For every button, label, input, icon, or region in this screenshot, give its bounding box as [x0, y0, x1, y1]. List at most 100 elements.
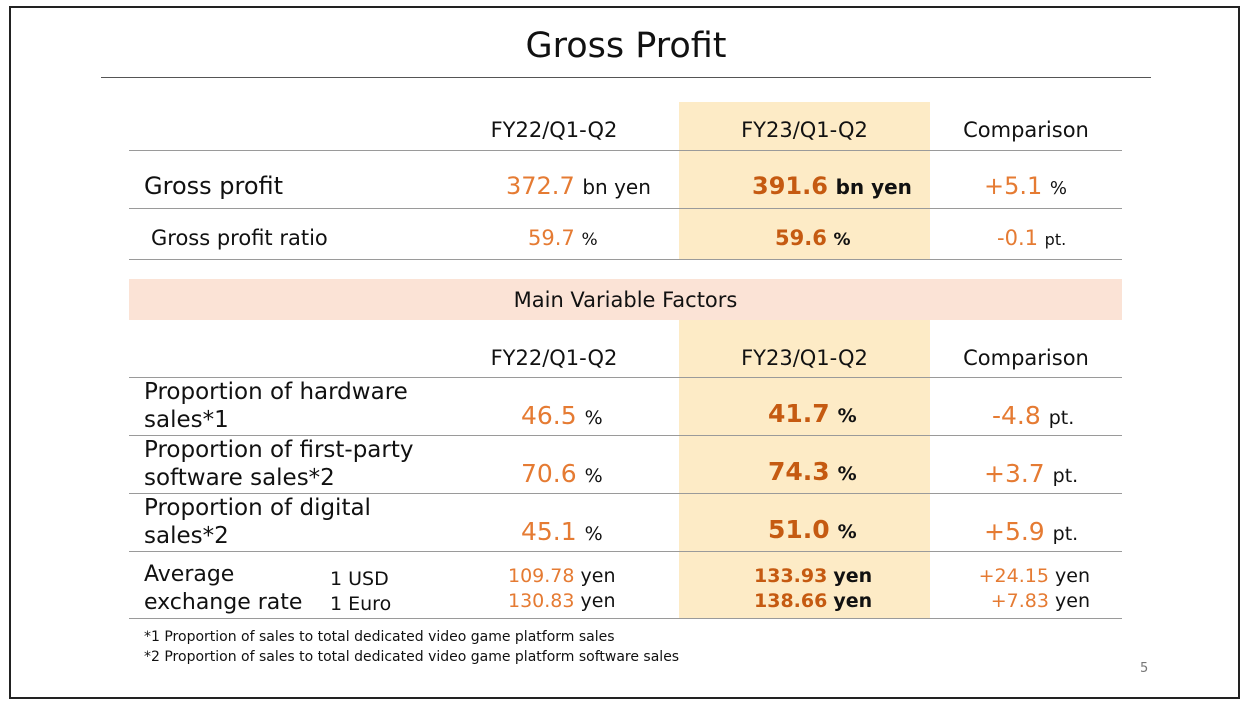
page-number: 5 [1140, 661, 1149, 676]
value-unit: % [837, 405, 857, 427]
row-divider [129, 493, 1122, 494]
fy22-value: 70.6 % [521, 459, 603, 488]
row-label-line1: Proportion of hardware [144, 379, 408, 405]
fy22-rates: 109.78 yen 130.83 yen [508, 564, 616, 614]
value-unit: pt. [1044, 230, 1067, 249]
value-unit: % [584, 465, 603, 487]
col-header-comparison: Comparison [963, 346, 1089, 370]
slide-title: Gross Profit [525, 26, 727, 66]
row-label: Gross profit ratio [151, 226, 328, 250]
fy22-value: 46.5 % [521, 401, 603, 430]
row-divider [129, 208, 1122, 209]
col-header-fy23: FY23/Q1-Q2 [741, 346, 868, 370]
row-label-line1: Average [144, 562, 235, 587]
row-label: Proportion of hardware sales*1 [144, 378, 408, 434]
value-unit: pt. [1052, 523, 1079, 545]
value-unit: % [837, 521, 857, 543]
value-number: 46.5 [521, 401, 577, 430]
currency-usd: 1 USD [330, 568, 389, 590]
value-unit: yen [1055, 565, 1090, 587]
value-number: +7.83 [990, 590, 1049, 612]
row-divider [129, 618, 1122, 619]
value-unit: pt. [1048, 407, 1075, 429]
col-header-comparison: Comparison [963, 118, 1089, 142]
value-unit: % [833, 230, 851, 250]
value-unit: % [1049, 178, 1068, 199]
value-number: +3.7 [984, 459, 1045, 488]
title-rule [101, 77, 1151, 78]
value-number: 51.0 [768, 515, 830, 544]
value-unit: yen [833, 590, 873, 612]
fy23-rates: 133.93 yen 138.66 yen [754, 564, 872, 614]
value-number: -0.1 [997, 226, 1038, 250]
value-number: 59.7 [528, 226, 575, 250]
rate-usd: 133.93 yen [754, 564, 872, 589]
row-label-line1: Proportion of digital [144, 495, 371, 521]
value-unit: yen [580, 590, 616, 612]
value-number: +5.9 [984, 517, 1045, 546]
fy23-value: 51.0 % [768, 515, 857, 544]
comparison-value: +5.1 % [984, 172, 1067, 200]
comparison-rates: +24.15 yen +7.83 yen [940, 564, 1090, 614]
slide-frame [9, 6, 1240, 699]
value-number: 74.3 [768, 457, 830, 486]
factors-band: Main Variable Factors [129, 279, 1122, 320]
fy23-highlight-top [679, 102, 930, 260]
comparison-value: -4.8 pt. [992, 401, 1074, 430]
fy23-value: 59.6 % [775, 226, 851, 250]
col-header-fy22: FY22/Q1-Q2 [490, 118, 618, 142]
value-number: 130.83 [508, 590, 575, 612]
value-unit: % [581, 230, 598, 250]
row-label: Proportion of digital sales*2 [144, 494, 371, 550]
currency-labels: 1 USD 1 Euro [330, 567, 391, 617]
comparison-value: -0.1 pt. [997, 226, 1066, 250]
value-number: 45.1 [521, 517, 577, 546]
value-unit: yen [580, 565, 616, 587]
row-divider [129, 435, 1122, 436]
col-header-fy23: FY23/Q1-Q2 [741, 118, 868, 142]
fy22-value: 372.7 bn yen [506, 172, 651, 200]
row-label: Average exchange rate [144, 561, 302, 617]
value-unit: % [584, 407, 603, 429]
fy23-value: 41.7 % [768, 399, 857, 428]
rate-usd: 109.78 yen [508, 564, 616, 589]
row-label: Proportion of first-party software sales*… [144, 436, 414, 492]
fy23-value: 391.6 bn yen [752, 172, 912, 200]
rate-euro: 130.83 yen [508, 589, 616, 614]
value-number: 138.66 [754, 590, 828, 612]
value-unit: % [584, 523, 603, 545]
rate-euro: +7.83 yen [940, 589, 1090, 614]
fy22-value: 59.7 % [528, 226, 598, 250]
value-number: 372.7 [506, 172, 575, 200]
value-number: 59.6 [775, 226, 827, 250]
row-divider [129, 150, 1122, 151]
row-divider [129, 551, 1122, 552]
value-number: 109.78 [508, 565, 575, 587]
row-label-line2: sales*1 [144, 407, 229, 433]
value-number: -4.8 [992, 401, 1041, 430]
footnote-2: *2 Proportion of sales to total dedicate… [144, 649, 680, 665]
fy22-value: 45.1 % [521, 517, 603, 546]
value-unit: % [837, 463, 857, 485]
rate-usd: +24.15 yen [940, 564, 1090, 589]
col-header-fy22: FY22/Q1-Q2 [490, 346, 618, 370]
comparison-value: +5.9 pt. [984, 517, 1078, 546]
value-number: +24.15 [978, 565, 1049, 587]
value-number: 133.93 [754, 565, 828, 587]
row-divider [129, 377, 1122, 378]
value-number: +5.1 [984, 172, 1043, 200]
value-number: 70.6 [521, 459, 577, 488]
value-unit: yen [1055, 590, 1090, 612]
row-divider [129, 259, 1122, 260]
fy23-value: 74.3 % [768, 457, 857, 486]
footnote-1: *1 Proportion of sales to total dedicate… [144, 629, 615, 645]
comparison-value: +3.7 pt. [984, 459, 1078, 488]
value-unit: yen [833, 565, 873, 587]
row-label-line2: exchange rate [144, 590, 303, 615]
row-label-line2: sales*2 [144, 523, 229, 549]
row-label: Gross profit [144, 172, 284, 200]
currency-euro: 1 Euro [330, 593, 392, 615]
factors-band-title: Main Variable Factors [513, 287, 738, 312]
row-label-line1: Proportion of first-party [144, 437, 414, 463]
value-unit: bn yen [835, 175, 912, 199]
